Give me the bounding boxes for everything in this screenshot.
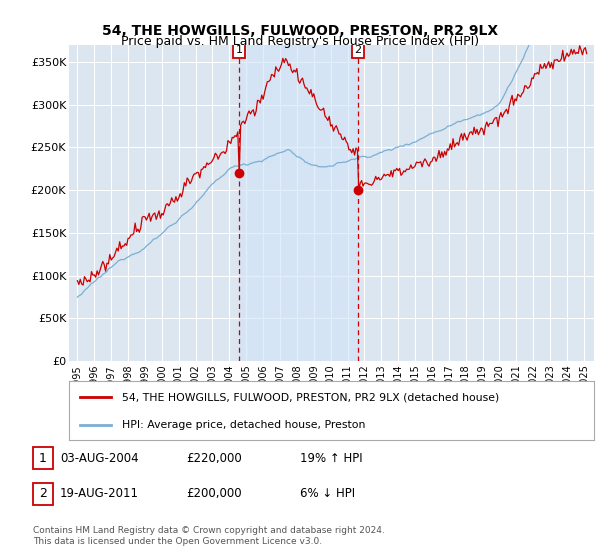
Text: Contains HM Land Registry data © Crown copyright and database right 2024.
This d: Contains HM Land Registry data © Crown c… [33, 526, 385, 546]
Text: 03-AUG-2004: 03-AUG-2004 [60, 451, 139, 465]
Text: HPI: Average price, detached house, Preston: HPI: Average price, detached house, Pres… [121, 420, 365, 430]
Text: 54, THE HOWGILLS, FULWOOD, PRESTON, PR2 9LX: 54, THE HOWGILLS, FULWOOD, PRESTON, PR2 … [102, 24, 498, 38]
FancyBboxPatch shape [352, 41, 364, 58]
Text: 1: 1 [39, 451, 47, 465]
Text: 2: 2 [39, 487, 47, 501]
Text: 1: 1 [236, 45, 242, 54]
Text: £200,000: £200,000 [186, 487, 242, 501]
Text: Price paid vs. HM Land Registry's House Price Index (HPI): Price paid vs. HM Land Registry's House … [121, 35, 479, 48]
Text: 19% ↑ HPI: 19% ↑ HPI [300, 451, 362, 465]
Bar [239, 45, 358, 361]
Text: 19-AUG-2011: 19-AUG-2011 [60, 487, 139, 501]
Text: 6% ↓ HPI: 6% ↓ HPI [300, 487, 355, 501]
FancyBboxPatch shape [233, 41, 245, 58]
Text: 2: 2 [355, 45, 362, 54]
Text: £220,000: £220,000 [186, 451, 242, 465]
Text: 54, THE HOWGILLS, FULWOOD, PRESTON, PR2 9LX (detached house): 54, THE HOWGILLS, FULWOOD, PRESTON, PR2 … [121, 392, 499, 402]
